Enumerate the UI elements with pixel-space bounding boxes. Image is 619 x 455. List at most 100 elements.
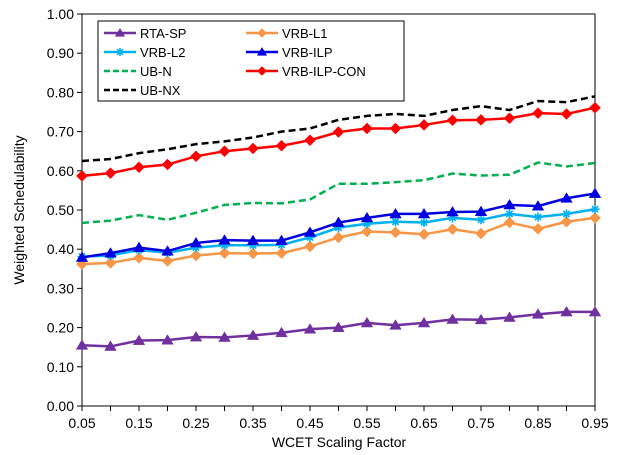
- data-point: [532, 107, 544, 120]
- data-point: [389, 207, 402, 219]
- data-point: [588, 187, 602, 198]
- data-point: [275, 139, 288, 152]
- data-point: [161, 334, 174, 345]
- data-point: [248, 240, 258, 250]
- legend-entry: UB-NX: [104, 83, 181, 98]
- data-point: [132, 241, 146, 253]
- x-tick-label: 0.25: [182, 415, 209, 431]
- data-point: [190, 150, 202, 163]
- data-point: [360, 211, 374, 223]
- data-point: [75, 339, 89, 350]
- legend-label: UB-NX: [140, 83, 181, 98]
- y-tick-label: 0.10: [47, 359, 74, 375]
- data-point: [247, 247, 259, 260]
- data-point: [246, 234, 260, 245]
- data-point: [218, 145, 231, 158]
- x-tick-label: 0.75: [467, 415, 494, 431]
- data-point: [446, 205, 459, 217]
- legend-label: UB-N: [140, 64, 172, 79]
- y-tick-label: 0.80: [47, 84, 74, 100]
- series-line: [81, 161, 596, 225]
- data-point: [334, 223, 343, 233]
- data-point: [190, 249, 202, 262]
- data-point: [75, 251, 89, 262]
- data-point: [161, 158, 174, 171]
- data-point: [560, 108, 573, 120]
- y-tick-label: 0.70: [47, 124, 74, 140]
- data-point: [389, 122, 402, 135]
- data-point: [560, 215, 573, 228]
- legend-entry: VRB-ILP-CON: [246, 64, 366, 79]
- data-point: [503, 198, 516, 210]
- series-rta-sp: [75, 305, 602, 351]
- data-point: [104, 340, 117, 351]
- data-point: [503, 112, 516, 125]
- data-point: [133, 161, 145, 174]
- legend-marker: [114, 28, 126, 37]
- data-point: [304, 240, 316, 253]
- data-point: [560, 192, 573, 203]
- x-axis: 0.05 0.15 0.25 0.35 0.45 0.55 0.65 0.75 0.85 0.95: [68, 406, 609, 431]
- legend-label: VRB-L1: [282, 26, 328, 41]
- data-point: [303, 323, 317, 334]
- data-point: [332, 216, 345, 227]
- legend-marker: [257, 66, 267, 76]
- data-point: [104, 247, 117, 258]
- x-axis-title: WCET Scaling Factor: [272, 434, 407, 450]
- legend-entry: VRB-L2: [104, 45, 186, 60]
- data-point: [417, 207, 431, 219]
- series-layer: [75, 95, 602, 351]
- data-point: [391, 217, 400, 227]
- legend-label: VRB-ILP-CON: [282, 64, 366, 79]
- data-point: [590, 204, 600, 214]
- data-point: [133, 251, 145, 264]
- y-tick-label: 0.60: [47, 163, 74, 179]
- data-point: [475, 113, 487, 126]
- data-point: [360, 316, 374, 328]
- legend-box: [97, 20, 405, 102]
- data-point: [419, 218, 429, 228]
- data-point: [132, 334, 146, 345]
- data-point: [589, 101, 601, 114]
- data-point: [218, 234, 231, 245]
- legend-entry: RTA-SP: [104, 26, 186, 41]
- legend-marker: [257, 28, 267, 38]
- x-tick-label: 0.95: [581, 415, 608, 431]
- data-point: [560, 305, 573, 317]
- data-point: [446, 114, 459, 127]
- y-tick-label: 0.20: [47, 320, 74, 336]
- data-point: [104, 167, 117, 180]
- series-line: [81, 95, 596, 163]
- data-point: [503, 311, 516, 322]
- x-tick-label: 0.05: [68, 415, 95, 431]
- legend-entry: VRB-ILP: [246, 45, 333, 60]
- data-point: [418, 119, 430, 131]
- data-point: [362, 219, 372, 229]
- data-point: [389, 319, 402, 330]
- data-point: [275, 234, 288, 245]
- data-point: [218, 247, 231, 259]
- data-point: [218, 331, 231, 342]
- data-point: [588, 305, 602, 317]
- data-point: [417, 316, 431, 328]
- data-point: [189, 236, 203, 248]
- x-tick-label: 0.65: [410, 415, 437, 431]
- legend-marker: [256, 47, 268, 56]
- data-point: [476, 215, 486, 225]
- legend: RTA-SP VRB-L1 VRB-L2 VRB-ILP UB-N VRB-ILP-CON…: [97, 20, 405, 102]
- data-point: [275, 247, 288, 259]
- legend-marker: [116, 48, 124, 56]
- data-point: [533, 212, 543, 222]
- data-point: [448, 213, 457, 223]
- data-point: [191, 243, 201, 253]
- series-vrb-ilp-con: [76, 101, 601, 182]
- legend-label: VRB-ILP: [282, 45, 333, 60]
- series-ub-n: [81, 161, 596, 225]
- data-point: [474, 313, 488, 325]
- legend-entry: UB-N: [104, 64, 172, 79]
- data-point: [446, 223, 459, 236]
- data-point: [562, 209, 571, 219]
- data-point: [76, 170, 88, 182]
- data-point: [532, 222, 544, 235]
